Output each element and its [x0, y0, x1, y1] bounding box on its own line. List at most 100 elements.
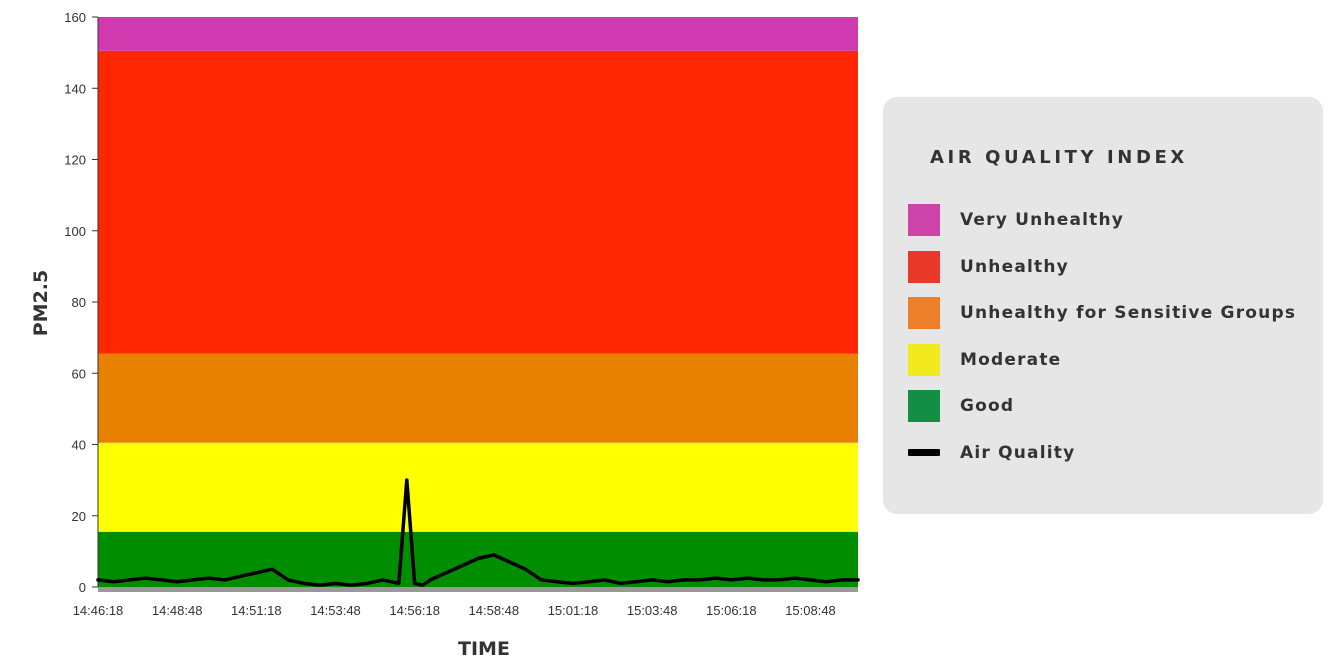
y-tick-label: 120 — [64, 153, 86, 168]
data-point — [413, 581, 417, 586]
data-point — [128, 578, 132, 582]
y-tick-label: 140 — [64, 81, 86, 96]
data-point — [365, 581, 369, 586]
data-point — [650, 578, 654, 582]
data-point — [713, 576, 718, 580]
data-point — [571, 581, 575, 586]
x-tick-label: 14:58:48 — [469, 603, 520, 618]
data-point — [634, 580, 638, 584]
y-axis-title: PM2.5 — [30, 270, 52, 337]
data-point — [207, 576, 211, 580]
data-point — [397, 581, 401, 586]
x-axis-baseline — [98, 587, 858, 592]
legend-swatch — [908, 204, 940, 236]
legend-panel: AIR QUALITY INDEX Very Unhealthy Unhealth… — [883, 97, 1323, 514]
legend-label: Air Quality — [960, 442, 1076, 463]
legend-item-good: Good — [908, 390, 1296, 422]
y-tick-label: 60 — [72, 366, 86, 381]
data-point — [159, 578, 163, 582]
data-point — [112, 580, 116, 584]
data-point — [476, 556, 480, 561]
data-point — [761, 578, 765, 582]
y-tick-label: 160 — [64, 10, 86, 25]
data-point — [302, 581, 306, 586]
x-tick-label: 14:48:48 — [152, 603, 203, 618]
legend-item-unhealthy: Unhealthy — [908, 250, 1296, 283]
data-point — [238, 574, 243, 578]
legend-swatch — [908, 297, 940, 329]
data-point — [587, 580, 591, 584]
legend-swatch — [908, 343, 940, 376]
y-tick-label: 0 — [79, 580, 86, 595]
legend-label: Good — [960, 396, 1015, 416]
data-point — [666, 580, 670, 584]
y-tick-label: 100 — [64, 224, 86, 239]
data-point — [381, 578, 385, 582]
legend-title: AIR QUALITY INDEX — [930, 147, 1188, 168]
legend-label: Unhealthy for Sensitive Groups — [960, 303, 1297, 323]
x-tick-label: 14:46:18 — [73, 603, 124, 618]
data-point — [698, 578, 702, 582]
series-layer — [96, 478, 860, 587]
data-point — [143, 576, 148, 580]
band-unhealthy — [98, 50, 858, 354]
legend-item-unhealthy-for-sensitive-groups: Unhealthy for Sensitive Groups — [908, 297, 1296, 329]
data-point — [96, 578, 100, 582]
data-point — [349, 583, 353, 587]
data-point — [840, 578, 844, 582]
x-tick-label: 15:06:18 — [706, 603, 757, 618]
legend-label: Moderate — [960, 349, 1062, 370]
legend-swatch — [908, 250, 940, 283]
data-point — [555, 580, 559, 584]
aqi-bands — [98, 17, 858, 587]
data-point — [793, 576, 797, 580]
data-point — [777, 578, 781, 582]
data-point — [405, 478, 409, 482]
x-tick-label: 14:53:48 — [310, 603, 361, 618]
legend-item-air-quality: Air Quality — [908, 437, 1296, 469]
y-tick-label: 20 — [72, 509, 86, 524]
legend-swatch — [908, 390, 940, 422]
data-point — [808, 578, 813, 582]
band-very-unhealthy — [98, 17, 858, 51]
legend-label: Very Unhealthy — [960, 210, 1125, 230]
legend-label: Unhealthy — [960, 256, 1069, 277]
data-point — [523, 567, 528, 571]
data-point — [333, 581, 338, 586]
data-point — [729, 578, 733, 582]
legend-item-moderate: Moderate — [908, 343, 1296, 376]
legend-list: Very Unhealthy Unhealthy Unhealthy for Sen… — [908, 204, 1296, 483]
x-axis-title: TIME — [458, 638, 510, 660]
data-point — [191, 578, 195, 582]
data-point — [856, 578, 860, 582]
data-point — [508, 560, 512, 564]
data-point — [254, 571, 258, 575]
y-tick-label: 80 — [72, 295, 86, 310]
data-point — [444, 571, 448, 575]
data-point — [824, 580, 828, 584]
data-point — [682, 578, 686, 582]
data-point — [460, 564, 464, 568]
data-point — [618, 581, 623, 586]
data-point — [603, 578, 607, 582]
data-point — [286, 578, 290, 582]
data-point — [318, 583, 322, 587]
data-point — [270, 567, 274, 571]
x-axis: 14:46:18 14:48:48 14:51:18 14:53:48 14:56:18… — [73, 603, 836, 618]
legend-item-very-unhealthy: Very Unhealthy — [908, 204, 1296, 236]
data-point — [223, 578, 227, 582]
y-tick-label: 40 — [72, 438, 86, 453]
legend-swatch — [908, 449, 940, 456]
y-axis: 0 20 40 60 80 100 120 140 160 — [64, 10, 99, 595]
x-tick-label: 15:03:48 — [627, 603, 678, 618]
band-unhealthy-for-sensitive-groups — [98, 353, 858, 443]
data-point — [492, 553, 496, 557]
data-point — [745, 576, 749, 580]
data-point — [175, 580, 179, 584]
x-tick-label: 15:01:18 — [548, 603, 599, 618]
data-point — [539, 578, 543, 582]
x-tick-label: 14:56:18 — [389, 603, 440, 618]
x-tick-label: 14:51:18 — [231, 603, 282, 618]
data-point — [421, 583, 425, 587]
